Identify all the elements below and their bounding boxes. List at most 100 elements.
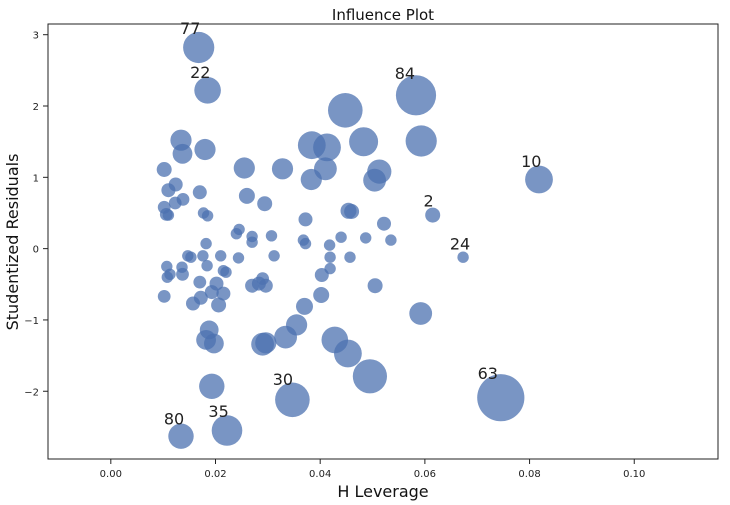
data-point — [344, 204, 360, 219]
x-tick-label: 0.00 — [100, 469, 122, 480]
data-point — [324, 251, 336, 263]
data-point — [161, 271, 173, 283]
data-point — [215, 250, 227, 262]
data-point — [156, 162, 172, 177]
data-point — [220, 266, 232, 278]
data-point — [298, 212, 313, 227]
data-point — [363, 168, 386, 192]
data-point — [334, 339, 362, 368]
data-point — [405, 125, 437, 157]
annotation-label-77: 77 — [180, 19, 200, 38]
data-point — [232, 252, 245, 264]
annotation-label-30: 30 — [273, 370, 293, 389]
x-tick-label: 0.08 — [518, 469, 540, 480]
data-point — [257, 196, 273, 212]
annotation-label-22: 22 — [190, 63, 210, 82]
data-point-10 — [525, 165, 553, 194]
data-point — [201, 260, 213, 272]
x-tick-label: 0.04 — [309, 469, 331, 480]
data-point — [200, 237, 212, 250]
data-point — [300, 168, 322, 191]
x-tick-label: 0.02 — [204, 469, 226, 480]
data-point — [233, 157, 255, 179]
annotation-label-24: 24 — [450, 235, 470, 254]
data-point — [246, 236, 258, 248]
annotation-label-10: 10 — [521, 152, 541, 171]
data-point — [349, 127, 379, 157]
data-point — [238, 187, 255, 204]
data-point — [352, 359, 387, 394]
y-tick-label: 0 — [33, 245, 39, 256]
x-tick-label: 0.10 — [623, 469, 645, 480]
x-axis-ticks: 0.00 0.02 0.04 0.06 0.08 0.10 — [100, 459, 645, 480]
y-tick-label: 1 — [33, 173, 39, 184]
data-point — [323, 239, 336, 251]
data-point — [296, 297, 313, 315]
y-tick-label: −2 — [24, 387, 39, 398]
data-point-2 — [425, 207, 441, 223]
annotation-label-63: 63 — [478, 364, 498, 383]
data-point — [409, 302, 433, 325]
data-point-24 — [457, 251, 469, 263]
y-tick-label: 2 — [33, 102, 39, 113]
data-point — [385, 234, 397, 246]
data-point — [255, 332, 277, 354]
data-point-77 — [183, 31, 215, 64]
data-point — [204, 333, 224, 354]
data-point-84 — [395, 75, 437, 116]
y-tick-label: −1 — [24, 316, 39, 327]
plot-frame — [47, 23, 719, 460]
y-tick-label: 3 — [33, 31, 39, 42]
data-point — [194, 138, 216, 161]
y-axis-label: Studentized Residuals — [3, 154, 22, 331]
data-point — [328, 93, 363, 128]
data-point — [258, 278, 273, 293]
data-point — [168, 196, 182, 210]
data-point — [193, 275, 207, 289]
x-tick-label: 0.06 — [414, 469, 436, 480]
data-point — [216, 286, 231, 301]
data-point — [197, 250, 209, 262]
data-point — [344, 251, 356, 263]
data-point-63 — [477, 374, 525, 422]
data-point — [268, 250, 280, 262]
data-point — [192, 185, 207, 200]
data-point — [162, 209, 175, 221]
chart-title: Influence Plot — [332, 6, 434, 24]
data-point — [271, 158, 294, 180]
data-point — [265, 230, 278, 242]
data-point-30 — [275, 382, 310, 418]
data-point — [360, 232, 372, 244]
annotation-label-35: 35 — [208, 402, 228, 421]
data-point — [172, 143, 193, 164]
data-point — [204, 285, 219, 300]
data-point — [199, 373, 225, 399]
data-point — [185, 251, 197, 263]
data-point — [313, 133, 341, 162]
data-points — [156, 31, 553, 449]
data-point — [299, 237, 312, 250]
data-point — [274, 325, 297, 349]
point-annotations: 77 22 84 10 2 24 30 63 80 35 — [164, 19, 542, 428]
data-point-80 — [168, 423, 194, 449]
data-point-22 — [194, 77, 221, 104]
data-point — [335, 231, 347, 243]
data-point — [230, 228, 243, 240]
data-point — [201, 210, 214, 222]
data-point — [377, 216, 391, 231]
y-axis-ticks: −2 −1 0 1 2 3 — [24, 31, 48, 398]
annotation-label-80: 80 — [164, 409, 184, 428]
data-point — [176, 267, 189, 281]
data-point — [313, 287, 330, 303]
data-point — [161, 183, 176, 198]
data-point — [211, 297, 227, 313]
data-point — [157, 290, 171, 303]
data-point — [367, 278, 383, 294]
annotation-label-84: 84 — [395, 64, 415, 83]
data-point — [324, 262, 336, 275]
data-point — [186, 296, 200, 311]
data-point-35 — [211, 415, 243, 446]
annotation-label-2: 2 — [424, 191, 434, 210]
x-axis-label: H Leverage — [337, 482, 428, 501]
